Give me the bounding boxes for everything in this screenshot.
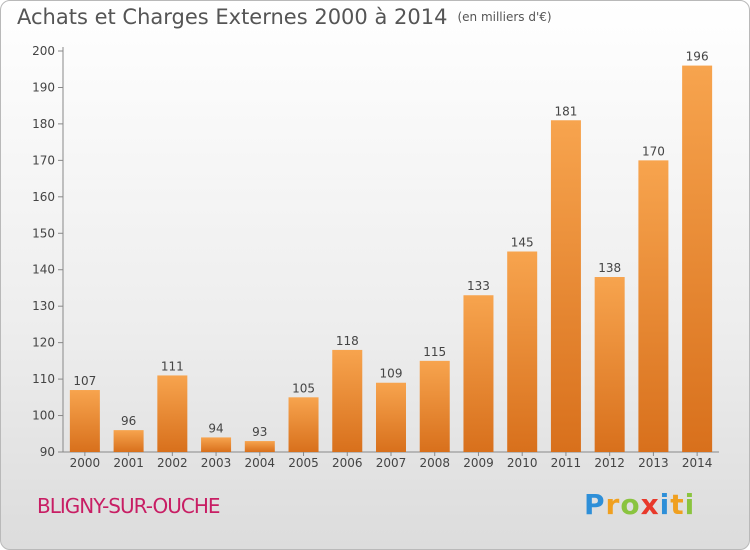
value-label-2005: 105 bbox=[292, 381, 315, 395]
place-name: BLIGNY-SUR-OUCHE bbox=[37, 494, 220, 518]
logo-letter: t bbox=[670, 488, 685, 521]
logo-letter: r bbox=[605, 488, 621, 521]
x-tick-label-2003: 2003 bbox=[201, 456, 232, 470]
bar-2010 bbox=[507, 251, 538, 452]
value-label-2010: 145 bbox=[511, 236, 534, 250]
y-tick-label: 160 bbox=[32, 190, 55, 204]
x-tick-label-2013: 2013 bbox=[638, 456, 669, 470]
unit-label: (en milliers d'€) bbox=[457, 10, 552, 24]
labels: 107 2000 96 2001 111 2002 94 2003 93 2004 105 2005 1… bbox=[70, 50, 713, 470]
x-tick-label-2001: 2001 bbox=[113, 456, 144, 470]
value-label-2001: 96 bbox=[121, 414, 136, 428]
axes: 90 100 110 120 130 140 150 160 170 180 190 200 bbox=[32, 44, 719, 459]
bar-2008 bbox=[419, 360, 450, 452]
logo-letter: x bbox=[640, 488, 660, 521]
bar-2005 bbox=[288, 397, 319, 452]
value-label-2006: 118 bbox=[336, 334, 359, 348]
x-tick-label-2007: 2007 bbox=[376, 456, 407, 470]
y-tick-label: 90 bbox=[40, 445, 55, 459]
bar-2007 bbox=[376, 382, 406, 452]
bar-2013 bbox=[638, 160, 669, 452]
bar-2002 bbox=[157, 375, 188, 452]
value-label-2012: 138 bbox=[598, 261, 621, 275]
value-label-2004: 93 bbox=[252, 425, 267, 439]
chart-title: Achats et Charges Externes 2000 à 2014 (e… bbox=[17, 5, 552, 29]
bars bbox=[69, 65, 713, 452]
y-tick-label: 110 bbox=[32, 372, 55, 386]
bar-2009 bbox=[463, 295, 494, 452]
x-tick-label-2009: 2009 bbox=[463, 456, 494, 470]
logo-letter: P bbox=[584, 488, 606, 521]
bar-2011 bbox=[550, 120, 581, 452]
x-tick-label-2014: 2014 bbox=[682, 456, 713, 470]
value-label-2007: 109 bbox=[380, 367, 403, 381]
y-tick-label: 130 bbox=[32, 299, 55, 313]
y-tick-label: 180 bbox=[32, 117, 55, 131]
x-tick-label-2010: 2010 bbox=[507, 456, 538, 470]
value-label-2009: 133 bbox=[467, 279, 490, 293]
proxiti-logo: Proxiti bbox=[584, 488, 695, 521]
value-label-2014: 196 bbox=[686, 50, 709, 64]
value-label-2000: 107 bbox=[73, 374, 96, 388]
y-tick-label: 120 bbox=[32, 336, 55, 350]
x-tick-label-2011: 2011 bbox=[551, 456, 582, 470]
y-tick-label: 100 bbox=[32, 409, 55, 423]
logo-letter: i bbox=[684, 488, 696, 521]
logo-letter: i bbox=[659, 488, 671, 521]
value-label-2008: 115 bbox=[423, 345, 446, 359]
bar-2014 bbox=[682, 65, 713, 452]
bar-2004 bbox=[244, 441, 275, 452]
bar-2012 bbox=[594, 277, 625, 452]
y-tick-label: 150 bbox=[32, 226, 55, 240]
value-label-2002: 111 bbox=[161, 359, 184, 373]
bar-2000 bbox=[69, 390, 100, 452]
x-tick-label-2012: 2012 bbox=[594, 456, 625, 470]
value-label-2013: 170 bbox=[642, 144, 665, 158]
x-tick-label-2008: 2008 bbox=[419, 456, 450, 470]
value-label-2003: 94 bbox=[208, 421, 223, 435]
y-tick-label: 140 bbox=[32, 263, 55, 277]
y-tick-label: 200 bbox=[32, 44, 55, 58]
bar-2003 bbox=[201, 437, 232, 452]
x-tick-label-2006: 2006 bbox=[332, 456, 363, 470]
value-label-2011: 181 bbox=[554, 104, 577, 118]
title-text: Achats et Charges Externes 2000 à 2014 bbox=[17, 5, 448, 29]
y-tick-label: 190 bbox=[32, 80, 55, 94]
x-tick-label-2002: 2002 bbox=[157, 456, 188, 470]
x-tick-label-2000: 2000 bbox=[70, 456, 101, 470]
x-tick-label-2005: 2005 bbox=[288, 456, 319, 470]
bar-2001 bbox=[113, 430, 144, 452]
y-tick-label: 170 bbox=[32, 153, 55, 167]
bar-2006 bbox=[332, 349, 363, 452]
logo-letter: o bbox=[620, 488, 641, 521]
x-tick-label-2004: 2004 bbox=[245, 456, 276, 470]
